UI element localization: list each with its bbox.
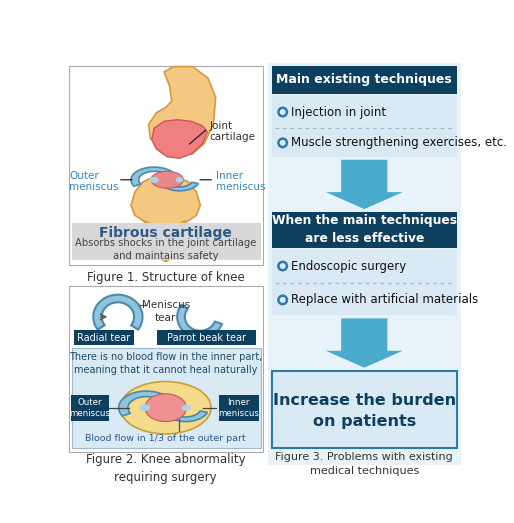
- Ellipse shape: [176, 177, 183, 183]
- Text: Injection in joint: Injection in joint: [291, 106, 386, 119]
- Text: Increase the burden
on patients: Increase the burden on patients: [273, 393, 456, 429]
- Ellipse shape: [139, 404, 150, 411]
- Text: Figure 1. Structure of knee: Figure 1. Structure of knee: [87, 271, 245, 283]
- Ellipse shape: [120, 382, 211, 434]
- Text: Muscle strengthening exercises, etc.: Muscle strengthening exercises, etc.: [291, 137, 507, 150]
- FancyBboxPatch shape: [157, 330, 256, 345]
- FancyBboxPatch shape: [272, 95, 457, 157]
- Polygon shape: [131, 167, 177, 186]
- Text: Joint
cartilage: Joint cartilage: [210, 120, 255, 142]
- Text: Figure 3. Problems with existing
medical techniques: Figure 3. Problems with existing medical…: [276, 451, 453, 475]
- Text: Meniscus
tear: Meniscus tear: [141, 300, 190, 323]
- FancyBboxPatch shape: [268, 63, 461, 465]
- Text: Fibrous cartilage: Fibrous cartilage: [99, 226, 232, 240]
- Polygon shape: [145, 221, 185, 262]
- Text: Endoscopic surgery: Endoscopic surgery: [291, 259, 407, 272]
- Text: Figure 2. Knee abnormality
requiring surgery: Figure 2. Knee abnormality requiring sur…: [86, 453, 246, 484]
- FancyBboxPatch shape: [74, 330, 134, 345]
- FancyBboxPatch shape: [272, 212, 457, 247]
- Polygon shape: [119, 391, 174, 416]
- Ellipse shape: [145, 394, 187, 422]
- Text: Replace with artificial materials: Replace with artificial materials: [291, 293, 479, 306]
- Text: Outer
meniscus: Outer meniscus: [69, 170, 119, 192]
- Ellipse shape: [150, 177, 159, 183]
- FancyBboxPatch shape: [68, 286, 263, 451]
- Polygon shape: [326, 319, 403, 368]
- Text: There is no blood flow in the inner part,
meaning that it cannot heal naturally: There is no blood flow in the inner part…: [69, 353, 262, 376]
- Text: Inner
meniscus: Inner meniscus: [216, 170, 265, 192]
- Polygon shape: [326, 160, 403, 209]
- Polygon shape: [162, 401, 207, 422]
- Polygon shape: [93, 294, 142, 329]
- Ellipse shape: [182, 405, 191, 411]
- Text: Outer
meniscus: Outer meniscus: [70, 397, 111, 418]
- Text: Blood flow in 1/3 of the outer part: Blood flow in 1/3 of the outer part: [85, 434, 246, 443]
- Text: When the main techniques
are less effective: When the main techniques are less effect…: [272, 214, 457, 245]
- FancyBboxPatch shape: [71, 348, 261, 448]
- FancyBboxPatch shape: [71, 223, 261, 260]
- FancyBboxPatch shape: [68, 66, 263, 265]
- Text: Absorbs shocks in the joint cartilage
and maintains safety: Absorbs shocks in the joint cartilage an…: [75, 237, 256, 261]
- Polygon shape: [152, 120, 207, 158]
- Text: Parrot beak tear: Parrot beak tear: [167, 333, 246, 343]
- FancyBboxPatch shape: [272, 371, 457, 448]
- FancyBboxPatch shape: [272, 249, 457, 315]
- Polygon shape: [131, 175, 200, 226]
- FancyBboxPatch shape: [219, 395, 259, 421]
- Polygon shape: [149, 66, 216, 155]
- Text: Main existing techniques: Main existing techniques: [277, 73, 452, 86]
- Text: Radial tear: Radial tear: [78, 333, 131, 343]
- FancyBboxPatch shape: [71, 395, 109, 421]
- Polygon shape: [159, 174, 198, 191]
- FancyBboxPatch shape: [272, 66, 457, 94]
- Ellipse shape: [151, 172, 183, 188]
- Text: Inner
meniscus: Inner meniscus: [218, 397, 259, 418]
- Polygon shape: [177, 305, 222, 338]
